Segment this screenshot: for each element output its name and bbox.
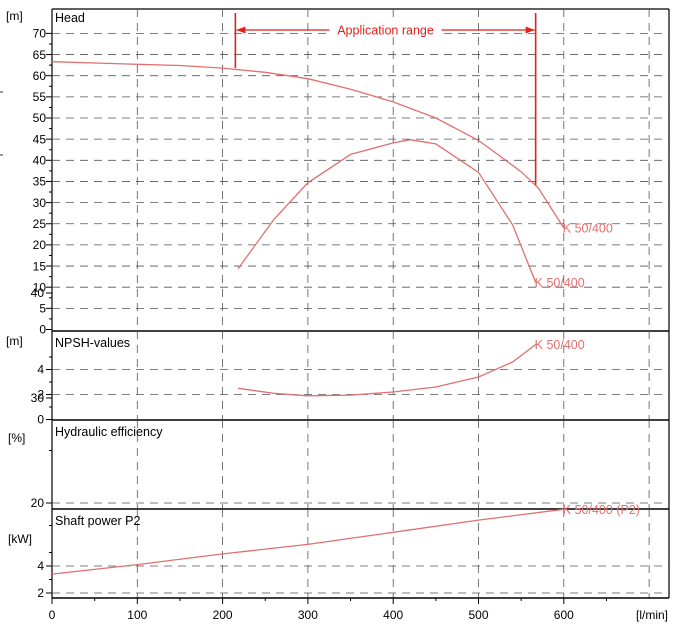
range-arrow-head-right: [525, 26, 535, 34]
y-tick-label-head: 60: [33, 69, 47, 83]
x-tick-label: 200: [213, 608, 233, 622]
unit-label-power: [kW]: [8, 532, 32, 546]
y-tick-label-efficiency: 30: [31, 391, 45, 405]
y-tick-label-npsh: 0: [37, 413, 44, 427]
x-unit-label: [l/min]: [636, 608, 668, 622]
y-tick-label-head: 70: [33, 27, 47, 41]
panel-head: 0 5 10 15 20 25 30 35 40 45 50 55 60 65 70 [m] Head K 50/…: [6, 9, 669, 337]
panel-title-head: Head: [55, 11, 85, 25]
x-axis: 0 100 200 300 400 500 600 [l/min]: [0, 91, 668, 622]
x-tick-label: 500: [468, 608, 488, 622]
y-tick-label-npsh: 4: [37, 363, 44, 377]
series-label-npsh: K 50/400: [535, 338, 585, 352]
series-label-efficiency: K 50/400: [535, 276, 585, 290]
y-tick-label-efficiency: 20: [31, 496, 45, 510]
y-tick-label-head: 20: [33, 238, 47, 252]
y-tick-label-power: 4: [37, 559, 44, 573]
series-label-power: K 50/400 (P2): [563, 503, 640, 517]
series-label-head: K 50/400: [563, 221, 613, 235]
y-tick-label-head: 45: [33, 132, 47, 146]
unit-label-efficiency: [%]: [8, 431, 25, 445]
y-tick-label-head: 55: [33, 90, 47, 104]
range-label-bg: [329, 22, 442, 36]
y-tick-label-head: 35: [33, 175, 47, 189]
range-label: Application range: [337, 24, 434, 38]
series-line-efficiency: [237, 139, 537, 283]
unit-label-npsh: [m]: [6, 334, 23, 348]
x-tick-label: 400: [383, 608, 403, 622]
y-tick-label-head: 50: [33, 111, 47, 125]
y-tick-label-head: 40: [33, 154, 47, 168]
y-tick-label-npsh: 2: [37, 388, 44, 402]
y-tick-label-efficiency: 40: [31, 286, 45, 300]
y-tick-label-head: 65: [33, 48, 47, 62]
y-tick-label-head: 25: [33, 217, 47, 231]
y-tick-label-head: 15: [33, 259, 47, 273]
y-tick-label-head: 5: [39, 302, 46, 316]
y-tick-label-head: 0: [39, 323, 46, 337]
series-line-head: [51, 61, 565, 229]
range-arrow-head-left: [236, 26, 246, 34]
series-line-npsh: [237, 343, 537, 397]
y-tick-label-head: 10: [33, 280, 47, 294]
unit-label-head: [m]: [6, 9, 23, 23]
x-tick-label: 300: [298, 608, 318, 622]
x-tick-label: 0: [49, 608, 56, 622]
panel-title-efficiency: Hydraulic efficiency: [55, 425, 163, 439]
y-tick-label-power: 2: [37, 586, 44, 600]
panel-title-power: Shaft power P2: [55, 514, 141, 528]
x-tick-label: 600: [554, 608, 574, 622]
application-range-annotation: Application range: [234, 13, 537, 185]
y-tick-label-head: 30: [33, 196, 47, 210]
panel-title-npsh: NPSH-values: [55, 336, 130, 350]
x-tick-label: 100: [127, 608, 147, 622]
panel-power: 2 4 [kW] Shaft power P2 K 50/400 (P2): [8, 503, 669, 600]
panel-npsh: 0 2 4 [m] NPSH-values K 50/400: [6, 331, 669, 427]
